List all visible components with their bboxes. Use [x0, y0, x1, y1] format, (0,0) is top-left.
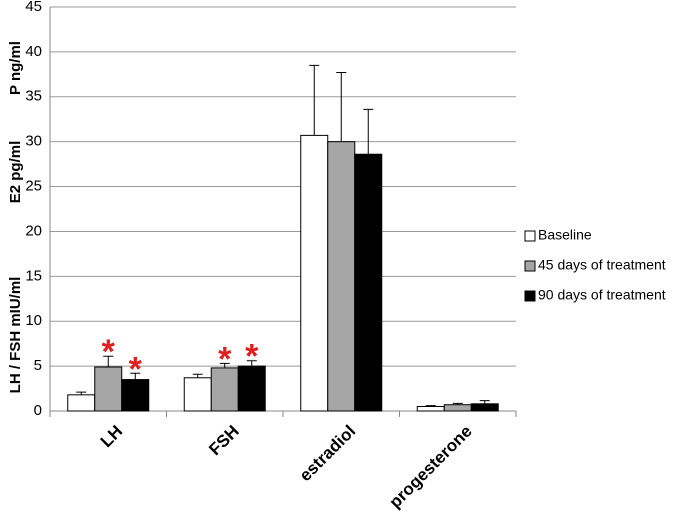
y-tick-label: 5 — [34, 357, 42, 374]
bar — [416, 406, 445, 412]
y-tick-label: 45 — [25, 0, 42, 15]
bar — [300, 134, 329, 412]
significance-marker: * — [102, 333, 116, 371]
y-tick-label: 15 — [25, 267, 42, 284]
x-tick-label: estradiol — [296, 422, 360, 486]
error-bar — [246, 360, 257, 367]
error-bar — [479, 400, 490, 404]
legend-swatch — [524, 260, 536, 272]
significance-marker: * — [129, 350, 143, 388]
bar — [237, 365, 266, 412]
y-label-part: LH / FSH mIU/ml — [7, 277, 24, 394]
error-bar — [363, 108, 374, 155]
y-tick-label: 10 — [25, 312, 42, 329]
y-label-part: E2 pg/ml — [7, 141, 24, 204]
legend-label: Baseline — [538, 227, 592, 243]
x-tick-label: LH — [97, 422, 126, 451]
legend-swatch — [524, 290, 536, 302]
bar — [94, 366, 123, 412]
x-tick-label: FSH — [205, 422, 242, 459]
y-tick-label: 0 — [34, 402, 42, 419]
bar — [327, 141, 356, 412]
error-bar — [336, 72, 347, 142]
y-tick-label: 40 — [25, 43, 42, 60]
bar — [354, 153, 383, 412]
error-bar — [425, 405, 436, 407]
legend-swatch — [524, 230, 536, 242]
y-tick-label: 35 — [25, 88, 42, 105]
error-bar — [103, 355, 114, 368]
error-bar — [219, 362, 230, 368]
y-axis-label: LH / FSH mIU/ml E2 pg/ml P ng/ml — [7, 41, 24, 393]
error-bar — [452, 402, 463, 405]
y-label-part: P ng/ml — [7, 41, 24, 95]
legend-label: 90 days of treatment — [538, 287, 666, 303]
bar — [210, 367, 239, 412]
bar — [443, 404, 472, 412]
bar — [183, 377, 212, 412]
x-tick-label: progesterone — [385, 422, 475, 512]
bar — [470, 403, 499, 412]
bar — [67, 394, 96, 412]
error-bar — [192, 373, 203, 378]
bar — [121, 379, 150, 412]
error-bar — [130, 372, 141, 380]
legend-label: 45 days of treatment — [538, 257, 666, 273]
error-bar — [76, 391, 87, 395]
y-tick-label: 30 — [25, 133, 42, 150]
error-bar — [309, 64, 320, 136]
significance-marker: * — [218, 340, 232, 378]
y-tick-label: 25 — [25, 178, 42, 195]
significance-marker: * — [245, 338, 259, 376]
y-tick-label: 20 — [25, 222, 42, 239]
